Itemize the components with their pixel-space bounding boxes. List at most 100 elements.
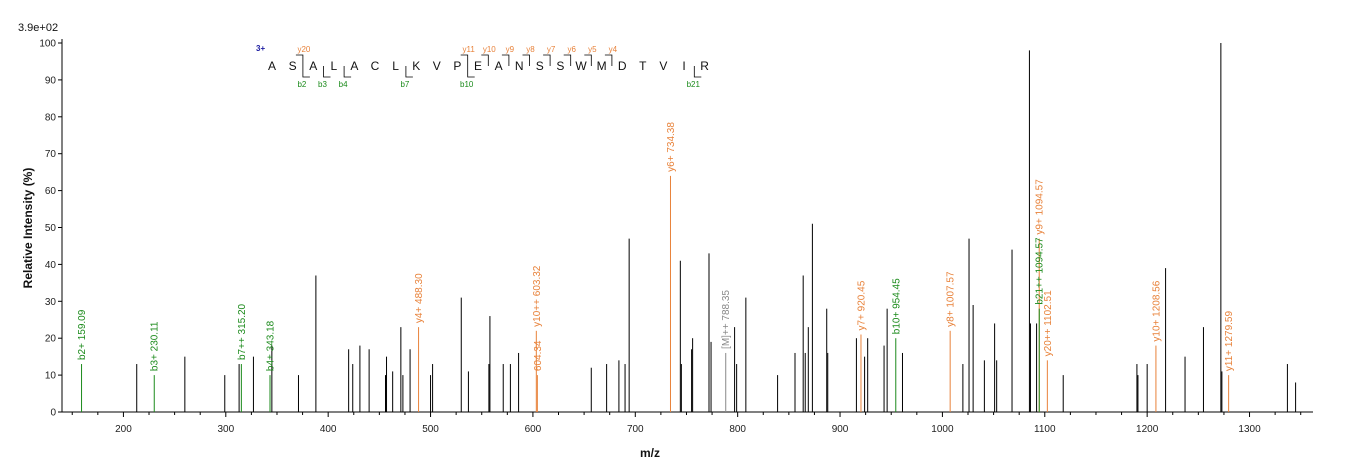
sequence-residue: C bbox=[371, 59, 380, 73]
x-axis-title: m/z bbox=[640, 446, 660, 460]
x-tick-label: 500 bbox=[422, 424, 439, 435]
peak-label: b21++ 1094.57 bbox=[1035, 237, 1046, 305]
y-tick-label: 70 bbox=[45, 149, 57, 160]
sequence-residue: S bbox=[536, 59, 544, 73]
peak-label: b10+ 954.45 bbox=[891, 278, 902, 334]
x-tick-label: 200 bbox=[115, 424, 132, 435]
y-tick-label: 10 bbox=[45, 371, 57, 382]
peak-label: y11+ 1279.59 bbox=[1224, 311, 1235, 372]
sequence-residue: S bbox=[556, 59, 564, 73]
intensity-scale-label: 3.9e+02 bbox=[18, 22, 58, 34]
y-tick-label: 90 bbox=[45, 75, 57, 86]
peak-label: y4+ 488.30 bbox=[414, 273, 425, 323]
y-tick-label: 80 bbox=[45, 112, 57, 123]
y-ion-bracket bbox=[543, 54, 551, 66]
x-tick-label: 600 bbox=[525, 424, 542, 435]
sequence-residue: N bbox=[515, 59, 524, 73]
sequence-residue: A bbox=[350, 59, 358, 73]
x-tick-label: 1000 bbox=[931, 424, 954, 435]
y-ion-bracket bbox=[295, 54, 304, 66]
peak-label: b3+ 230.11 bbox=[150, 321, 161, 371]
b-ion-label: b2 bbox=[297, 80, 306, 89]
sequence-residue: A bbox=[309, 59, 317, 73]
y-tick-label: 100 bbox=[39, 39, 56, 50]
y-ion-label: y5 bbox=[588, 45, 597, 54]
b-ion-bracket bbox=[323, 66, 331, 78]
y-tick-label: 30 bbox=[45, 297, 57, 308]
y-ion-label: y7 bbox=[547, 45, 556, 54]
y-ion-label: y20 bbox=[297, 45, 310, 54]
y-tick-label: 50 bbox=[45, 223, 57, 234]
sequence-residue: A bbox=[268, 59, 276, 73]
peak-label: b2+ 159.09 bbox=[77, 309, 88, 360]
peak-labels: b2+ 159.09 b3+ 230.11 b7++ 315.20 b4+ 343.1… bbox=[77, 122, 1235, 371]
x-tick-label: 1100 bbox=[1034, 424, 1056, 435]
y-ion-bracket bbox=[604, 54, 613, 66]
y-ion-label: y8 bbox=[526, 45, 535, 54]
b-ion-bracket bbox=[343, 66, 352, 78]
b-ion-label: b10 bbox=[460, 80, 474, 89]
y-tick-label: 40 bbox=[45, 260, 57, 271]
peaks bbox=[81, 43, 1297, 412]
sequence-residue: I bbox=[682, 59, 685, 73]
peak-label: 604.34 bbox=[533, 340, 544, 371]
sequence-residue: M bbox=[597, 59, 607, 73]
x-tick-label: 400 bbox=[320, 424, 337, 435]
x-tick-label: 1200 bbox=[1136, 424, 1159, 435]
sequence-residue: V bbox=[659, 59, 667, 73]
b-ion-bracket bbox=[302, 66, 310, 78]
axes: 0 10 20 30 40 50 60 70 80 90 100 200 300 400 500 600 700… bbox=[39, 39, 1313, 435]
sequence-residue: E bbox=[474, 59, 482, 73]
peak-label: y6+ 734.38 bbox=[666, 122, 677, 172]
y-tick-label: 60 bbox=[45, 186, 57, 197]
b-ion-bracket bbox=[405, 66, 413, 78]
b-ion-label: b21 bbox=[687, 80, 701, 89]
y-ion-bracket bbox=[584, 54, 592, 66]
peak-label: y20++ 1102.51 bbox=[1043, 290, 1054, 356]
peak-label: y10++ 603.32 bbox=[532, 265, 543, 327]
peak-label: y9+ 1094.57 bbox=[1035, 179, 1046, 235]
y-ion-bracket bbox=[522, 54, 530, 66]
sequence-residue: S bbox=[289, 59, 297, 73]
y-ion-label: y9 bbox=[506, 45, 515, 54]
y-tick-label: 0 bbox=[50, 408, 56, 419]
x-tick-label: 900 bbox=[832, 424, 849, 435]
y-ion-bracket bbox=[501, 54, 510, 66]
sequence-residue: L bbox=[330, 59, 337, 73]
b-ion-bracket bbox=[467, 66, 475, 78]
y-ion-bracket bbox=[460, 54, 469, 66]
x-tick-label: 300 bbox=[217, 424, 234, 435]
sequence-residue: D bbox=[618, 59, 627, 73]
sequence-residue: V bbox=[433, 59, 441, 73]
y-axis-title: Relative Intensity (%) bbox=[21, 168, 35, 289]
b-ion-bracket bbox=[693, 66, 702, 78]
y-ion-label: y6 bbox=[567, 45, 576, 54]
y-ion-label: y10 bbox=[483, 45, 496, 54]
x-tick-label: 700 bbox=[627, 424, 644, 435]
peak-label: [M]++ 788.35 bbox=[721, 290, 732, 349]
b-ion-label: b7 bbox=[400, 80, 409, 89]
sequence-residue: L bbox=[392, 59, 399, 73]
y-ion-label: y11 bbox=[463, 45, 476, 54]
y-ion-bracket bbox=[563, 54, 572, 66]
peak-label: b7++ 315.20 bbox=[237, 303, 248, 360]
sequence-residue: K bbox=[412, 59, 420, 73]
charge-state: 3+ bbox=[256, 44, 265, 53]
b-ion-label: b4 bbox=[339, 80, 348, 89]
sequence-residue: P bbox=[453, 59, 461, 73]
peak-label: y7+ 920.45 bbox=[856, 280, 867, 330]
y-ion-bracket bbox=[481, 54, 489, 66]
y-tick-label: 20 bbox=[45, 334, 57, 345]
peak-label: b4+ 343.18 bbox=[266, 320, 277, 371]
x-tick-label: 1300 bbox=[1238, 424, 1261, 435]
y-ion-label: y4 bbox=[609, 45, 618, 54]
sequence-residue: T bbox=[639, 59, 647, 73]
peak-label: y10+ 1208.56 bbox=[1151, 280, 1162, 341]
sequence-residue: A bbox=[495, 59, 503, 73]
sequence-residue: W bbox=[575, 59, 587, 73]
peak-label: y8+ 1007.57 bbox=[946, 271, 957, 327]
sequence-residue: R bbox=[700, 59, 709, 73]
x-tick-label: 800 bbox=[729, 424, 746, 435]
